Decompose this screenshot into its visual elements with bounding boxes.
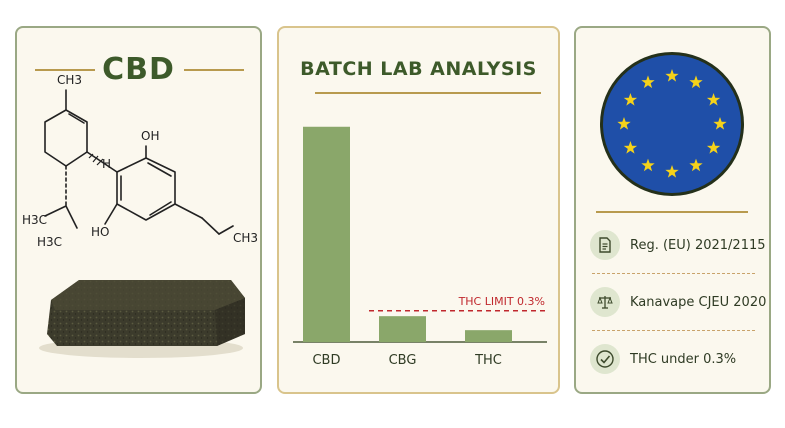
regulation-text: THC under 0.3%	[630, 351, 737, 367]
star-icon	[665, 69, 679, 82]
eu-flag-emblem	[600, 52, 744, 196]
chart-title-rule	[315, 92, 541, 94]
regulation-panel: Reg. (EU) 2021/2115 Kanavape CJEU 2020 T…	[574, 26, 771, 394]
label-ch3-top: CH3	[57, 73, 82, 87]
cbd-structure-diagram: CH3 H OH H3C H3C HO CH3	[22, 73, 258, 249]
star-icon	[706, 141, 721, 154]
label-ch3-right: CH3	[233, 231, 258, 245]
star-icon	[641, 75, 655, 89]
label-ho: HO	[91, 225, 109, 239]
hash-resin-block-image	[39, 280, 245, 358]
bar-cbd	[303, 126, 350, 342]
title-rule-left	[35, 69, 95, 71]
label-h3c-bottom: H3C	[37, 235, 62, 249]
regulation-item: THC under 0.3%	[590, 342, 759, 376]
regulation-text: Kanavape CJEU 2020	[630, 294, 767, 310]
chart-title: BATCH LAB ANALYSIS	[300, 58, 537, 80]
bar-thc	[465, 330, 512, 342]
cbd-molecule-panel: CBD	[15, 26, 262, 394]
label-h3c-left: H3C	[22, 213, 47, 227]
regulation-item: Reg. (EU) 2021/2115	[590, 228, 766, 262]
title-rule-right	[184, 69, 244, 71]
cbd-title: CBD	[102, 52, 175, 87]
star-icon	[706, 93, 721, 106]
eu-emblem-disc	[603, 55, 741, 193]
x-tick-label: CBD	[312, 353, 340, 368]
label-oh-top: OH	[141, 129, 159, 143]
label-h: H	[102, 157, 111, 171]
scales-icon	[590, 287, 620, 317]
star-icon	[623, 93, 638, 106]
regulation-item: Kanavape CJEU 2020	[590, 285, 766, 319]
star-icon	[689, 158, 703, 172]
lab-analysis-panel: BATCH LAB ANALYSIS CBD CBG THC THC LIMIT 0…	[277, 26, 560, 394]
star-icon	[713, 117, 727, 130]
regulation-text: Reg. (EU) 2021/2115	[630, 237, 766, 253]
regulation-rule	[596, 211, 748, 213]
x-tick-label: CBG	[389, 353, 417, 368]
star-icon	[617, 117, 631, 130]
bar-cbg	[379, 316, 426, 342]
star-icon	[623, 141, 638, 154]
star-icon	[665, 165, 679, 178]
star-icon	[689, 75, 703, 89]
bar-chart: CBD CBG THC THC LIMIT 0.3%	[293, 126, 547, 368]
star-icon	[641, 158, 655, 172]
regulation-divider	[592, 330, 755, 331]
check-circle-icon	[590, 344, 620, 374]
document-icon	[590, 230, 620, 260]
thc-limit-label: THC LIMIT 0.3%	[458, 295, 545, 308]
regulation-divider	[592, 273, 755, 274]
x-tick-label: THC	[474, 353, 502, 368]
